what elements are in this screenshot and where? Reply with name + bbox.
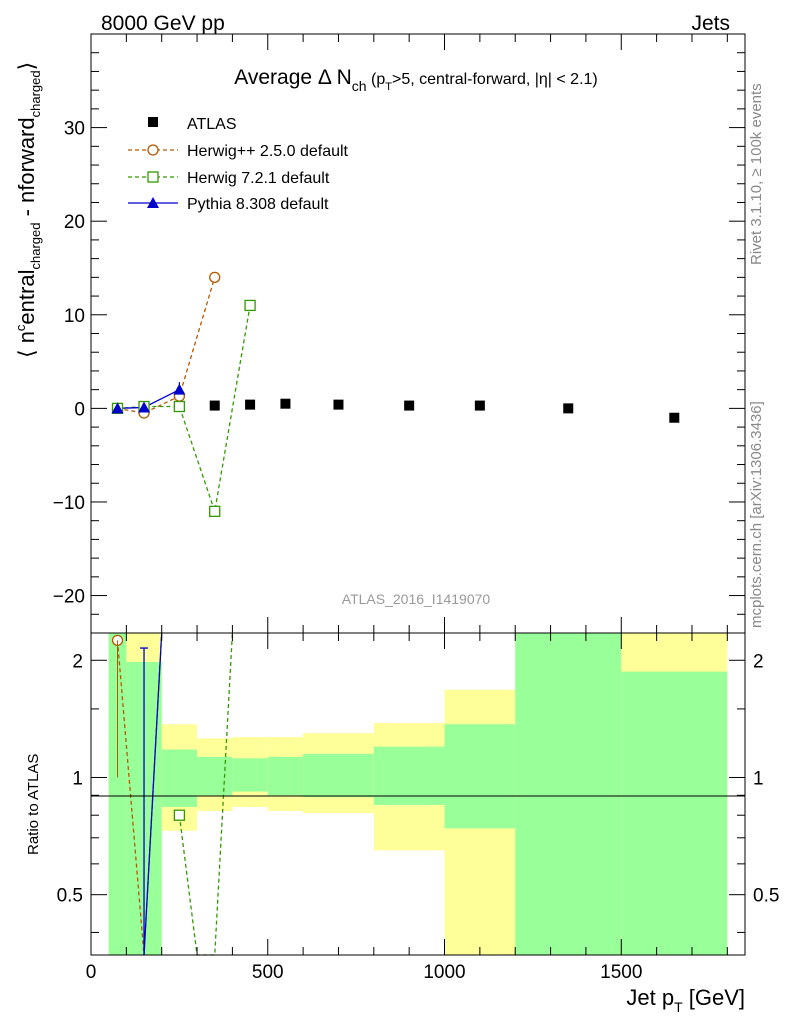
ratio-y-tick-label: 0.5 [57, 886, 83, 907]
point-atlas [245, 399, 256, 410]
main-x-axis [90, 34, 728, 633]
y-tick-label: 30 [64, 119, 85, 140]
point-pythia [111, 402, 124, 414]
side-mcplots: mcplots.cern.ch [arXiv:1306.3436] [748, 401, 765, 628]
y-tick-label: −20 [53, 587, 85, 608]
legend-marker-herwigpp [147, 144, 159, 156]
series-line-herwigpp [117, 277, 216, 414]
point-atlas [563, 403, 574, 414]
side-rivet: Rivet 3.1.10, ≥ 100k events [748, 83, 765, 265]
ratio-point-herwig7 [173, 809, 186, 821]
point-herwigpp [209, 271, 221, 283]
band-inner [267, 756, 304, 796]
ratio-y-tick-label-right: 0.5 [753, 886, 779, 907]
band-inner [197, 756, 233, 796]
legend-label-herwig7: Herwig 7.2.1 default [187, 170, 330, 187]
ratio-y-axis: 0.5 0.5 1 1 2 2 [57, 651, 779, 933]
x-tick-label: 1000 [423, 962, 465, 983]
main-ylabel: ⟨ ncentralcharged - nforwardcharged⟩ [13, 62, 43, 358]
legend-label-herwigpp: Herwig++ 2.5.0 default [187, 143, 349, 160]
ratio-line-pythia [143, 632, 163, 956]
band-inner [444, 724, 516, 829]
chart-title: Average Δ Nch (pT>5, central-forward, |η… [234, 66, 598, 94]
legend-marker-herwig7 [147, 171, 159, 183]
point-herwig7 [173, 400, 186, 413]
header-left: 8000 GeV pp [101, 12, 225, 35]
band-inner [303, 753, 374, 798]
x-tick-label: 1500 [600, 962, 642, 983]
main-plot: −20 −10 0 10 20 30 ATLAS_2016_I1419070 Averag… [53, 33, 746, 634]
point-atlas [669, 412, 680, 423]
x-axis-label: Jet pT [GeV] [626, 985, 745, 1015]
main-y-axis: −20 −10 0 10 20 30 [53, 52, 745, 634]
y-tick-label: 0 [74, 399, 85, 420]
point-herwig7 [209, 505, 221, 517]
point-herwig7 [244, 299, 256, 312]
ratio-x-axis: 0 500 1000 1500 [86, 633, 728, 983]
y-tick-label: −10 [53, 493, 85, 514]
ratio-y-tick-label: 2 [72, 651, 83, 672]
band-inner [232, 758, 268, 792]
ratio-y-tick-label: 1 [72, 768, 83, 789]
point-atlas [209, 400, 220, 411]
band-inner [108, 633, 127, 955]
point-atlas [474, 400, 485, 411]
legend-label-atlas: ATLAS [187, 116, 237, 133]
band-inner [621, 671, 728, 955]
point-atlas [280, 398, 291, 409]
point-pythia [138, 401, 151, 413]
ratio-bands [108, 633, 728, 955]
point-atlas [404, 400, 415, 411]
band-inner [373, 746, 445, 805]
x-tick-label: 500 [252, 962, 284, 983]
legend-marker-atlas [148, 117, 158, 127]
ratio-y-tick-label-right: 2 [753, 651, 764, 672]
ratio-plot: 0.5 0.5 1 1 2 2 0 500 1000 1500 Jet pT [GeV] [57, 632, 779, 1015]
legend: ATLAS Herwig++ 2.5.0 default Herwig 7.2.… [128, 116, 349, 213]
y-tick-label: 20 [64, 212, 85, 233]
band-inner [161, 749, 198, 807]
ratio-y-tick-label-right: 1 [753, 768, 764, 789]
y-tick-label: 10 [64, 306, 85, 327]
point-atlas [333, 399, 344, 410]
header-right: Jets [691, 12, 730, 35]
legend-label-pythia: Pythia 8.308 default [187, 196, 329, 213]
band-inner [515, 633, 622, 955]
x-tick-label: 0 [86, 962, 97, 983]
point-pythia [173, 383, 186, 395]
legend-marker-pythia [147, 197, 159, 208]
ratio-ylabel: Ratio to ATLAS [25, 754, 42, 855]
ratio-frame [90, 632, 746, 956]
main-data [111, 271, 680, 517]
watermark: ATLAS_2016_I1419070 [342, 591, 491, 607]
